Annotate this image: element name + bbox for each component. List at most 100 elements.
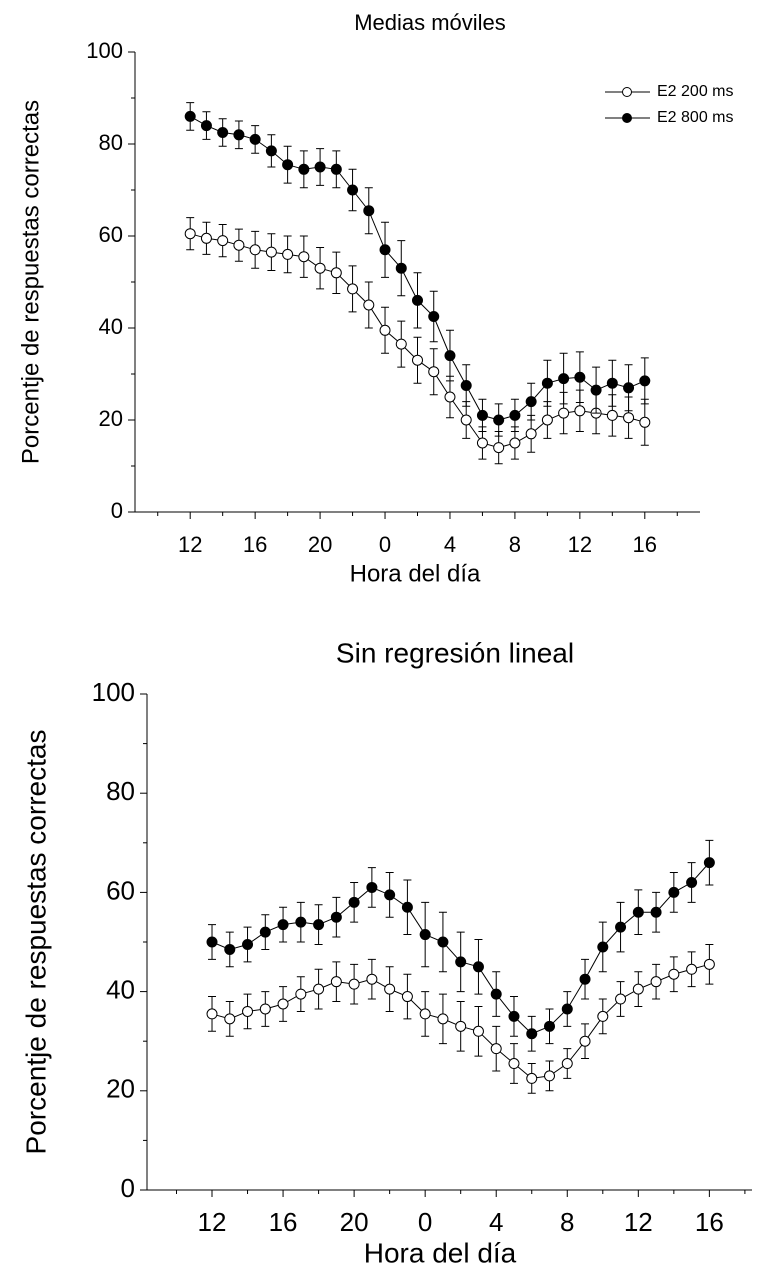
marker — [444, 391, 456, 403]
marker — [200, 232, 212, 244]
y-tick-label: 60 — [99, 222, 123, 247]
marker — [384, 983, 396, 995]
marker — [265, 246, 277, 258]
marker — [224, 1013, 236, 1025]
marker — [574, 371, 586, 383]
x-tick-label: 4 — [489, 1207, 503, 1237]
marker — [412, 294, 423, 306]
marker — [330, 976, 342, 988]
marker — [330, 267, 342, 279]
marker — [490, 988, 502, 1000]
x-tick-label: 12 — [178, 532, 202, 557]
marker — [295, 988, 307, 1000]
marker — [561, 1058, 573, 1070]
marker — [249, 133, 261, 145]
x-tick-label: 4 — [444, 532, 456, 557]
y-tick-label: 0 — [111, 498, 123, 523]
marker — [650, 906, 662, 918]
x-tick-label: 8 — [560, 1207, 574, 1237]
y-axis-label: Porcentje de respuestas correctas — [17, 100, 44, 464]
x-tick-label: 0 — [418, 1207, 432, 1237]
marker — [242, 938, 254, 950]
marker — [224, 943, 236, 955]
marker — [217, 127, 229, 138]
marker — [508, 1010, 520, 1022]
marker — [437, 1013, 449, 1025]
marker — [493, 442, 505, 454]
y-axis-label: Porcentje de respuestas correctas — [20, 730, 51, 1155]
marker — [363, 205, 375, 217]
marker — [632, 983, 644, 995]
y-tick-label: 60 — [106, 875, 135, 905]
y-tick-label: 100 — [86, 38, 123, 63]
marker — [508, 1058, 520, 1070]
x-tick-label: 12 — [568, 532, 592, 557]
y-tick-label: 0 — [121, 1173, 135, 1203]
x-tick-label: 16 — [243, 532, 267, 557]
marker — [544, 1020, 556, 1032]
x-tick-label: 16 — [695, 1207, 724, 1237]
marker — [541, 377, 553, 389]
marker — [472, 961, 484, 973]
marker — [412, 354, 423, 366]
marker — [184, 228, 196, 240]
marker — [217, 235, 229, 247]
legend-label: E2 200 ms — [657, 83, 733, 100]
marker — [639, 416, 651, 428]
marker — [668, 886, 680, 898]
x-tick-label: 20 — [340, 1207, 369, 1237]
marker — [460, 380, 472, 391]
x-axis-label: Hora del día — [364, 1237, 517, 1268]
marker — [509, 409, 521, 421]
marker — [347, 283, 359, 295]
x-axis-label: Hora del día — [350, 560, 481, 587]
marker — [206, 1008, 218, 1020]
marker — [282, 159, 294, 171]
y-tick-label: 40 — [106, 974, 135, 1004]
marker — [200, 120, 212, 132]
x-tick-label: 12 — [624, 1207, 653, 1237]
marker — [419, 1008, 431, 1020]
marker — [298, 251, 310, 263]
marker — [623, 412, 635, 424]
marker — [579, 973, 591, 985]
legend-marker — [622, 87, 632, 97]
marker — [233, 129, 245, 141]
marker — [313, 919, 325, 931]
x-tick-label: 0 — [379, 532, 391, 557]
marker — [455, 1020, 467, 1032]
marker — [314, 161, 326, 173]
marker — [579, 1035, 591, 1047]
marker — [348, 896, 360, 908]
marker — [509, 437, 521, 449]
marker — [476, 409, 488, 421]
marker — [686, 963, 698, 975]
marker — [541, 414, 553, 426]
marker — [526, 1028, 538, 1040]
marker — [379, 324, 391, 336]
x-tick-label: 16 — [269, 1207, 298, 1237]
marker — [330, 163, 342, 175]
marker — [472, 1025, 484, 1037]
marker — [330, 911, 342, 923]
marker — [265, 145, 277, 157]
marker — [282, 248, 294, 260]
y-tick-label: 80 — [106, 776, 135, 806]
marker — [597, 941, 609, 953]
marker — [277, 998, 289, 1010]
marker — [259, 1003, 271, 1015]
marker — [184, 110, 196, 122]
marker — [395, 262, 407, 274]
marker — [455, 956, 467, 968]
marker — [574, 405, 586, 417]
marker — [366, 973, 378, 985]
y-tick-label: 80 — [99, 130, 123, 155]
marker — [314, 262, 326, 274]
marker — [419, 929, 431, 941]
marker — [206, 936, 218, 948]
marker — [544, 1070, 556, 1082]
marker — [632, 906, 644, 918]
marker — [379, 244, 391, 256]
y-tick-label: 20 — [106, 1074, 135, 1104]
